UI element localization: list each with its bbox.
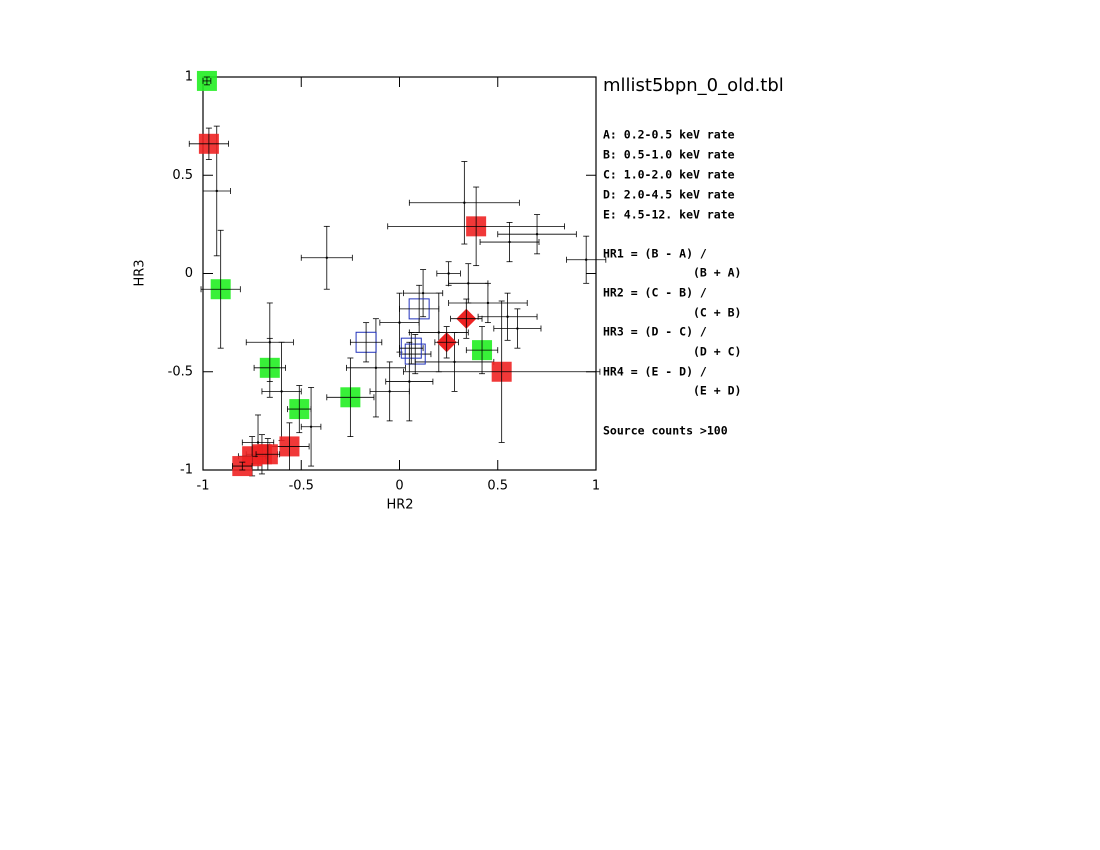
x-tick-label: -0.5 — [289, 479, 314, 494]
annotation: (B + A) — [693, 266, 741, 280]
annotation: (D + C) — [693, 345, 741, 359]
y-tick-label: 0.5 — [172, 168, 193, 183]
annotation: (E + D) — [693, 384, 741, 398]
x-tick-label: 1 — [592, 479, 600, 494]
x-axis-label: HR2 — [386, 498, 413, 513]
annotation: (C + B) — [693, 306, 741, 320]
chart-title: mllist5bpn_0_old.tbl — [603, 75, 784, 96]
annotation: HR3 = (D - C) / — [603, 325, 707, 339]
annotation: B: 0.5-1.0 keV rate — [603, 148, 735, 162]
annotation: HR4 = (E - D) / — [603, 365, 707, 379]
x-tick-label: 0.5 — [487, 479, 508, 494]
y-tick-label: -1 — [180, 463, 193, 478]
annotation: C: 1.0-2.0 keV rate — [603, 168, 735, 182]
annotation: D: 2.0-4.5 keV rate — [603, 188, 735, 202]
plot-frame — [202, 76, 597, 471]
annotation: HR2 = (C - B) / — [603, 286, 707, 300]
annotation: Source counts >100 — [603, 424, 728, 438]
y-tick-label: -0.5 — [168, 364, 193, 379]
annotation: HR1 = (B - A) / — [603, 247, 707, 261]
x-tick-label: 0 — [395, 479, 403, 494]
y-tick-label: 0 — [185, 266, 193, 281]
annotation: A: 0.2-0.5 keV rate — [603, 128, 735, 142]
x-tick-label: -1 — [197, 479, 210, 494]
y-axis-label: HR3 — [133, 259, 148, 286]
annotation: E: 4.5-12. keV rate — [603, 208, 735, 222]
y-tick-label: 1 — [185, 70, 193, 85]
